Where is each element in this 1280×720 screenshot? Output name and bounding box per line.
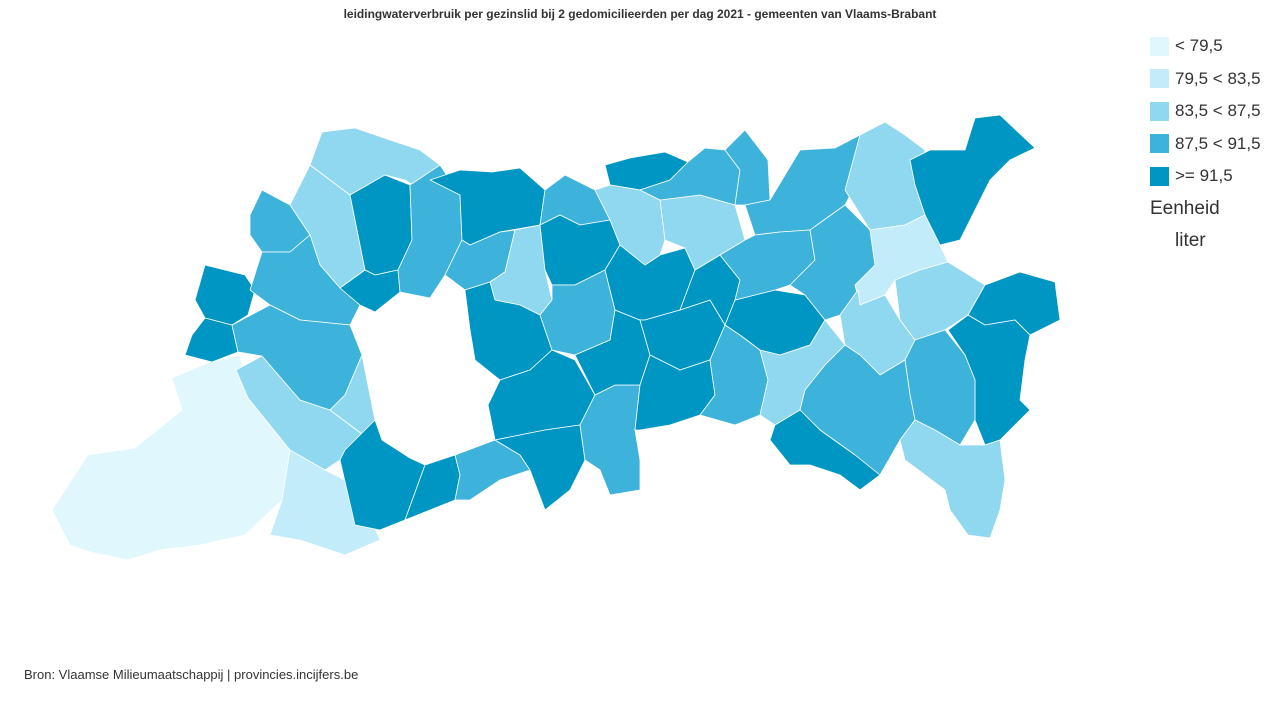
- legend-item[interactable]: 87,5 < 91,5: [1150, 133, 1275, 155]
- legend-swatch: [1150, 134, 1169, 153]
- municipality-region[interactable]: [594, 184, 666, 266]
- municipality-region[interactable]: [494, 424, 586, 511]
- source-note: Bron: Vlaamse Milieumaatschappij | provi…: [24, 667, 359, 682]
- municipality-region[interactable]: [184, 317, 239, 363]
- municipality-region[interactable]: [339, 419, 426, 531]
- legend-swatch: [1150, 166, 1169, 186]
- legend-label: >= 91,5: [1175, 166, 1233, 185]
- legend-label: < 79,5: [1175, 36, 1223, 55]
- legend-swatch: [1150, 101, 1169, 121]
- legend: < 79,5 79,5 < 83,5 83,5 < 87,5 87,5 < 91…: [1150, 35, 1275, 198]
- legend-swatch: [1150, 69, 1169, 88]
- municipality-region[interactable]: [339, 269, 401, 313]
- legend-item[interactable]: >= 91,5: [1150, 165, 1275, 187]
- legend-item[interactable]: 83,5 < 87,5: [1150, 100, 1275, 122]
- legend-label: 83,5 < 87,5: [1175, 101, 1261, 120]
- legend-unit-title: Eenheid: [1150, 198, 1220, 219]
- municipality-region[interactable]: [539, 174, 611, 226]
- municipality-region[interactable]: [194, 264, 256, 326]
- municipality-region[interactable]: [769, 409, 881, 491]
- legend-label: 79,5 < 83,5: [1175, 68, 1261, 88]
- legend-item[interactable]: < 79,5: [1150, 35, 1275, 57]
- legend-unit-value: liter: [1175, 230, 1206, 251]
- map-title: leidingwaterverbruik per gezinslid bij 2…: [343, 7, 937, 21]
- legend-swatch: [1150, 36, 1169, 56]
- legend-label: 87,5 < 91,5: [1175, 133, 1261, 153]
- legend-item[interactable]: 79,5 < 83,5: [1150, 68, 1275, 90]
- municipality-region[interactable]: [899, 419, 1006, 539]
